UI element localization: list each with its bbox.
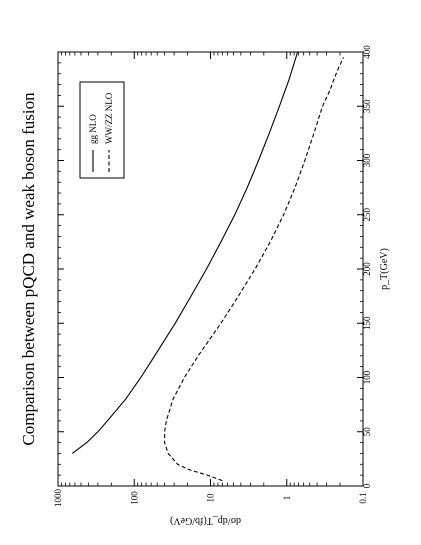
x-tick-label: 50 xyxy=(362,427,372,437)
x-tick-label: 0 xyxy=(362,483,372,488)
x-tick-label: 400 xyxy=(362,45,372,59)
x-tick-label: 200 xyxy=(362,262,372,276)
y-tick-label: 1000 xyxy=(53,489,63,508)
legend-box xyxy=(79,81,125,179)
y-tick-label: 0.1 xyxy=(358,492,368,503)
x-axis-ticks: 0 50 100 150 200 250 300 350 400 xyxy=(58,45,372,488)
y-axis-ticks: 0.1 1 10 100 1000 xyxy=(53,52,368,507)
series-line-gg-nlo xyxy=(71,51,299,454)
series-line-ww-zz-nlo xyxy=(164,57,344,482)
y-tick-label: 10 xyxy=(206,493,216,503)
y-tick-label: 1 xyxy=(282,496,292,501)
legend-label: WW/ZZ NLO xyxy=(104,92,114,144)
x-tick-label: 300 xyxy=(362,153,372,167)
y-tick-label: 100 xyxy=(129,491,139,505)
x-axis-label: p_T(GeV) xyxy=(379,248,390,290)
x-tick-label: 100 xyxy=(362,370,372,384)
x-tick-label: 150 xyxy=(362,316,372,330)
legend: gg NLO WW/ZZ NLO xyxy=(79,81,125,179)
series-layer xyxy=(71,51,344,482)
x-tick-label: 350 xyxy=(362,99,372,113)
x-tick-label: 250 xyxy=(362,208,372,222)
y-axis-label: dσ/dp_T(fb/GeV) xyxy=(170,515,241,526)
legend-label: gg NLO xyxy=(88,114,98,144)
chart-title: Comparison between pQCD and weak boson f… xyxy=(19,92,38,446)
